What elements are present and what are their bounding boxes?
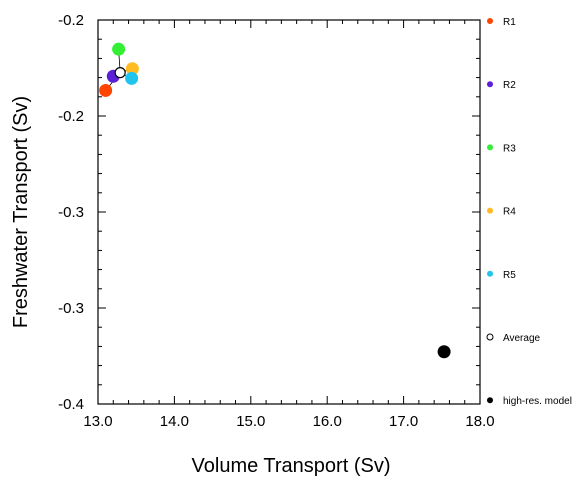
legend-marker-r4 bbox=[487, 207, 493, 214]
x-tick-label: 18.0 bbox=[465, 413, 494, 430]
x-axis-title: Volume Transport (Sv) bbox=[192, 455, 391, 477]
legend-label-r4: R4 bbox=[503, 207, 516, 218]
x-tick-label: 16.0 bbox=[313, 413, 342, 430]
x-tick-label: 13.0 bbox=[83, 413, 112, 430]
legend-marker-average bbox=[486, 333, 494, 341]
legend-marker-r3 bbox=[487, 144, 493, 151]
data-points bbox=[99, 42, 451, 359]
point-r3 bbox=[112, 42, 126, 56]
x-tick-label: 17.0 bbox=[389, 413, 418, 430]
axes: 13.0 14.0 15.0 16.0 17.0 18.0 -0.2 -0.2 -0.3 -0.3… bbox=[58, 12, 494, 430]
x-tick-label: 15.0 bbox=[236, 413, 265, 430]
point-r4 bbox=[125, 62, 139, 76]
legend-marker-r5 bbox=[487, 270, 493, 277]
y-axis-title: Freshwater Transport (Sv) bbox=[10, 96, 32, 328]
legend-marker-r2 bbox=[487, 81, 493, 88]
legend-label-high-res-model: high-res. model bbox=[503, 396, 572, 407]
legend-label-r5: R5 bbox=[503, 270, 516, 281]
y-tick-label: -0.4 bbox=[58, 396, 84, 413]
point-average bbox=[114, 67, 126, 79]
legend-label-r3: R3 bbox=[503, 143, 516, 154]
legend-label-r1: R1 bbox=[503, 17, 516, 28]
point-high-res-model bbox=[437, 345, 451, 359]
y-tick-label: -0.3 bbox=[58, 300, 84, 317]
legend-marker-r1 bbox=[487, 18, 493, 24]
legend-label-average: Average bbox=[503, 333, 541, 344]
x-tick-label: 14.0 bbox=[160, 413, 189, 430]
legend-label-r2: R2 bbox=[503, 80, 516, 91]
y-tick-label: -0.2 bbox=[58, 108, 84, 125]
legend: R1 R2 R3 R4 R5 Average high-res. model bbox=[486, 17, 572, 407]
plot-frame bbox=[97, 19, 481, 405]
point-r1 bbox=[99, 83, 113, 97]
y-tick-label: -0.2 bbox=[58, 12, 84, 29]
y-tick-label: -0.3 bbox=[58, 204, 84, 221]
legend-marker-high-res-model bbox=[487, 397, 493, 404]
point-r5 bbox=[125, 71, 139, 85]
